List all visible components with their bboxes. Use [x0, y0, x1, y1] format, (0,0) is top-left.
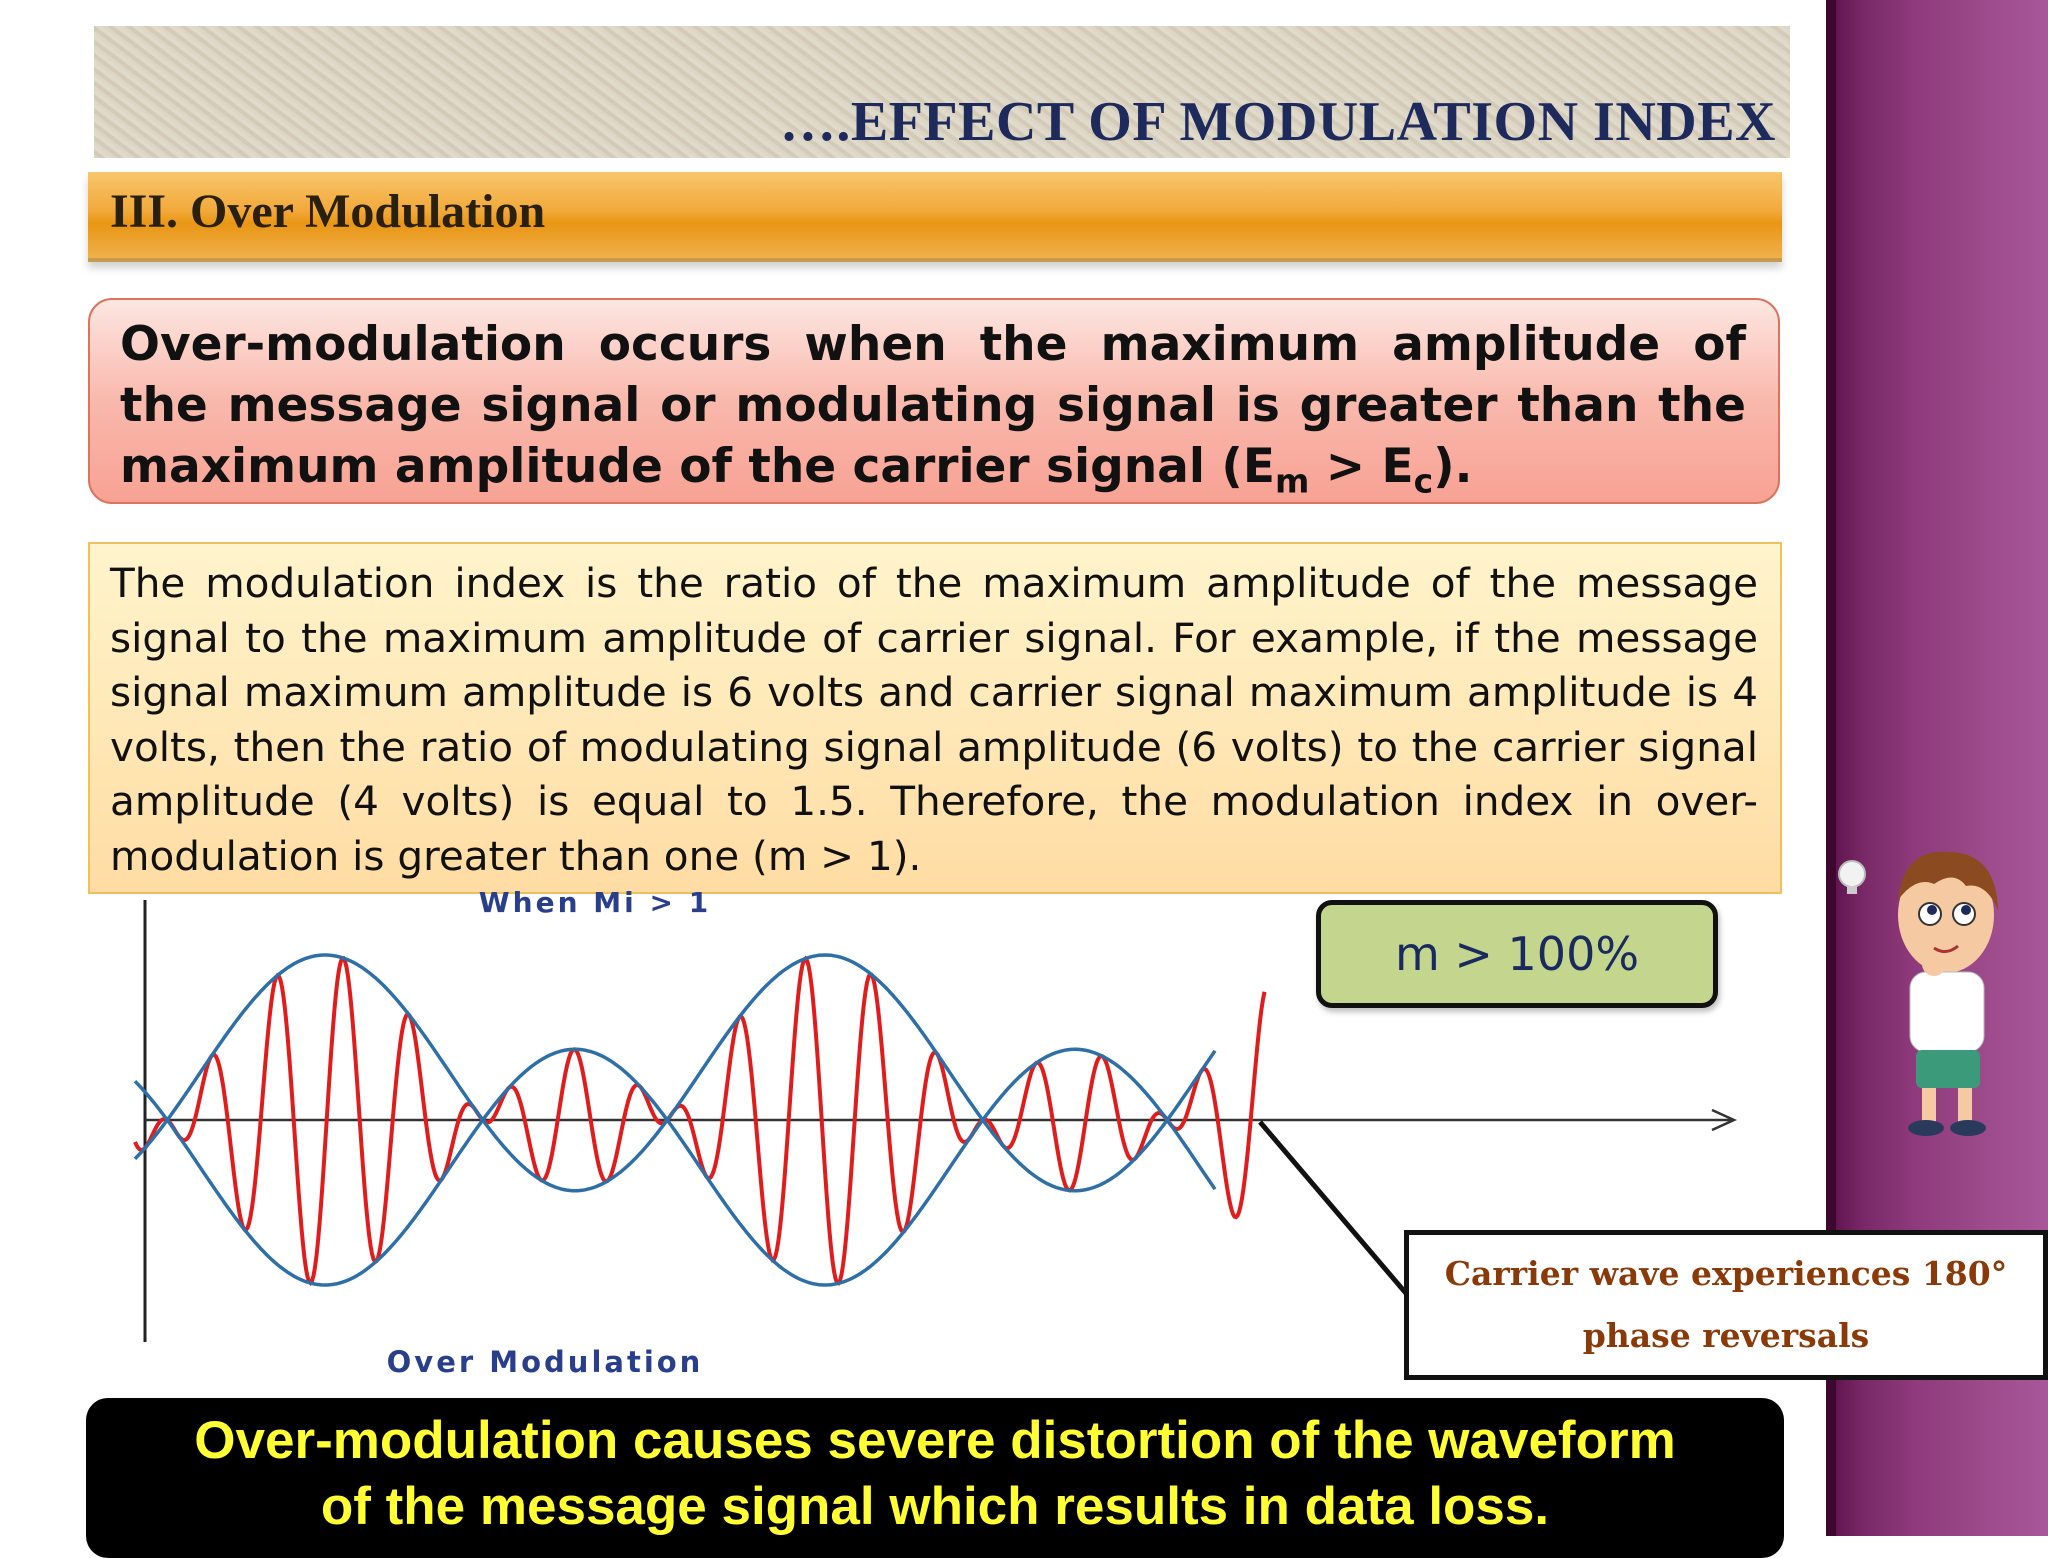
explanation-text: The modulation index is the ratio of the… [110, 559, 1758, 880]
envelope-upper [133, 953, 1217, 1193]
conclusion-box: Over-modulation causes severe distortion… [86, 1398, 1784, 1558]
phase-reversal-callout: Carrier wave experiences 180° phase rever… [1404, 1230, 2048, 1380]
subscript-m: m [1274, 461, 1310, 501]
callout-text: Carrier wave experiences 180° phase rever… [1409, 1235, 2043, 1375]
section-heading: III. Over Modulation [110, 185, 546, 238]
figure-bottom-label: Over Modulation [387, 1345, 704, 1379]
callout-pointer-line [1258, 1120, 1412, 1300]
callout-line-2: phase reversals [1582, 1316, 1870, 1355]
callout-line-1: Carrier wave experiences 180° [1444, 1254, 2008, 1293]
subscript-c: c [1413, 461, 1434, 501]
section-heading-bar: III. Over Modulation [88, 172, 1782, 262]
modulated-carrier-wave [133, 955, 1267, 1286]
conclusion-line-2: of the message signal which results in d… [320, 1477, 1550, 1536]
figure-top-label: When Mi > 1 [479, 890, 711, 919]
explanation-box: The modulation index is the ratio of the… [88, 542, 1782, 894]
definition-box: Over-modulation occurs when the maximum … [88, 298, 1780, 504]
envelope-lower [133, 1047, 1217, 1287]
conclusion-text: Over-modulation causes severe distortion… [86, 1408, 1784, 1540]
definition-text-part: Over-modulation occurs when the maximum … [120, 317, 1746, 494]
waveform-diagram: When Mi > 1 Over Modulation [133, 890, 1738, 1379]
thinking-boy-illustration [1838, 851, 1998, 1136]
time-axis-arrowhead [1711, 1108, 1738, 1132]
conclusion-line-1: Over-modulation causes severe distortion… [194, 1411, 1676, 1470]
modulation-index-text: m > 100% [1394, 927, 1640, 981]
over-modulation-figure: When Mi > 1 Over Modulation [120, 890, 1760, 1380]
definition-text-part: ). [1433, 439, 1473, 494]
slide-title: ….EFFECT OF MODULATION INDEX [779, 91, 1776, 153]
modulation-index-badge: m > 100% [1316, 900, 1718, 1008]
title-banner: ….EFFECT OF MODULATION INDEX [94, 26, 1790, 158]
definition-text-part: > E [1309, 439, 1414, 494]
definition-text: Over-modulation occurs when the maximum … [120, 314, 1746, 497]
lightbulb-icon [1838, 860, 1866, 894]
